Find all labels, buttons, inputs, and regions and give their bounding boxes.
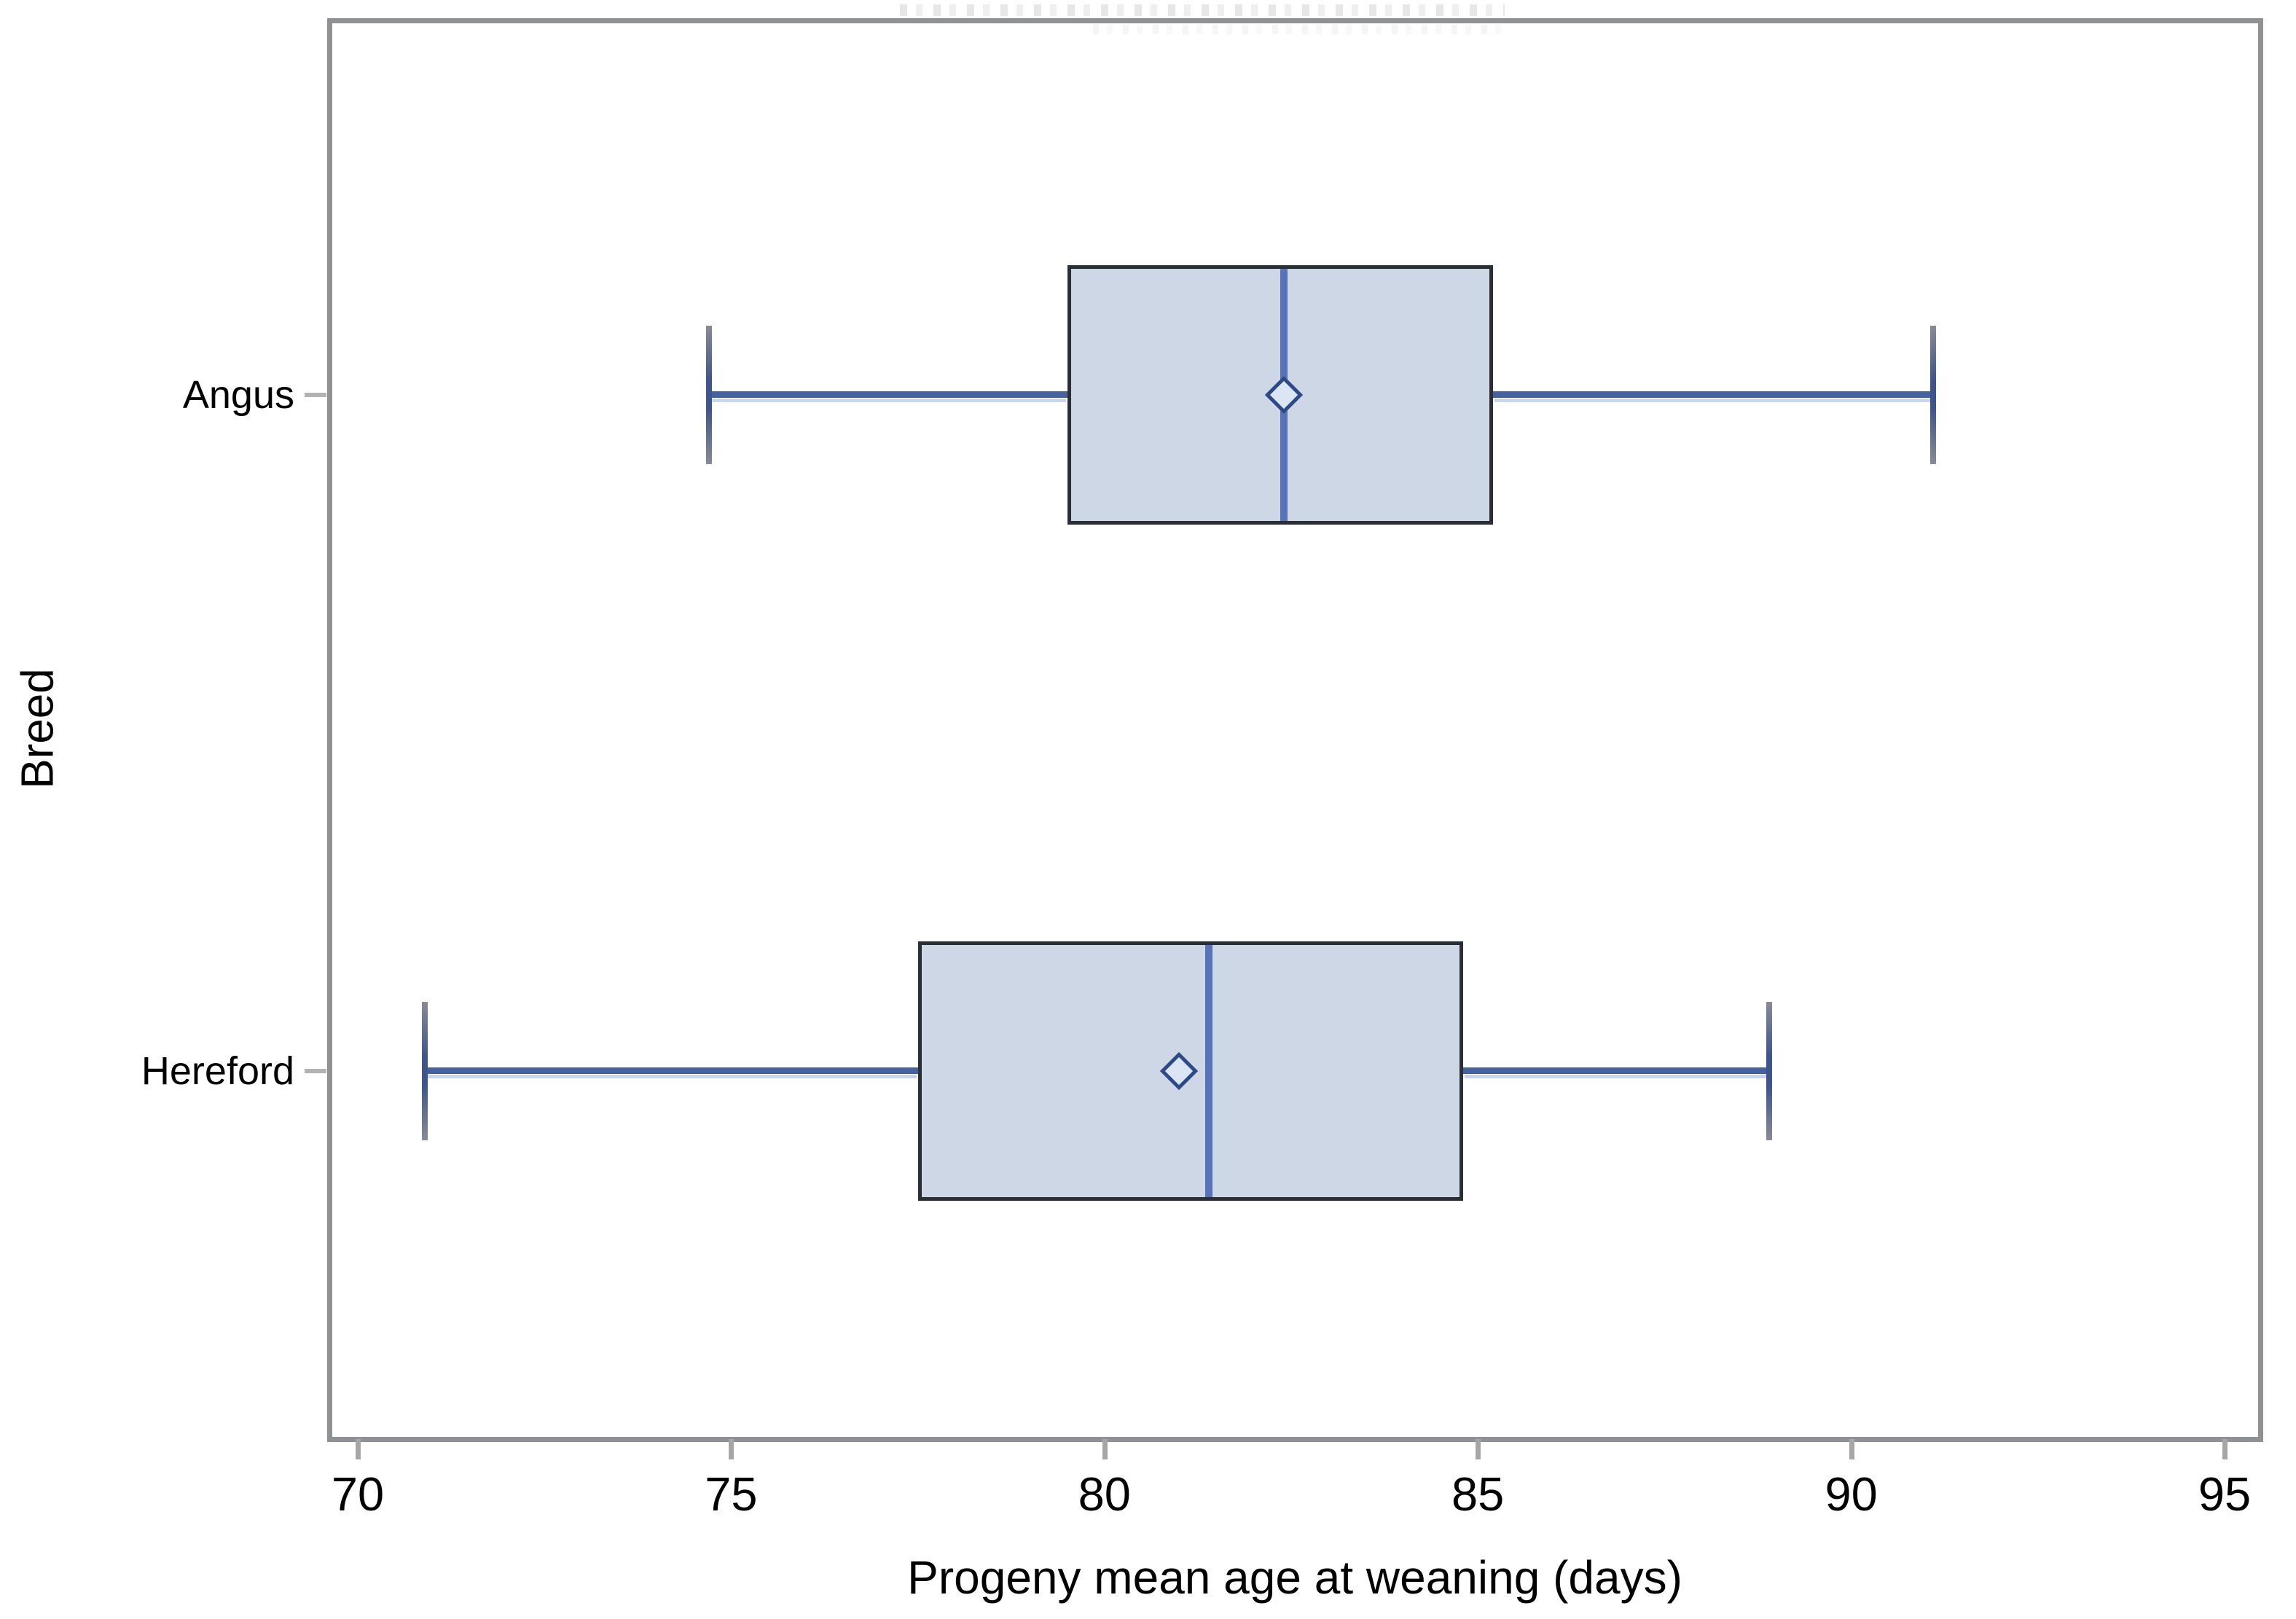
- y-category-label-angus: Angus: [182, 373, 294, 417]
- x-tick-label-70: 70: [331, 1467, 385, 1521]
- whisker-cap-max-hereford: [1766, 1002, 1772, 1140]
- x-tick-label-80: 80: [1078, 1467, 1131, 1521]
- x-axis-title: Progeny mean age at weaning (days): [907, 1551, 1682, 1604]
- x-tick-label-95: 95: [2198, 1467, 2252, 1521]
- x-tick-label-90: 90: [1825, 1467, 1878, 1521]
- x-tick-label-75: 75: [705, 1467, 758, 1521]
- clipped-title-remnant: [900, 4, 1505, 16]
- x-tick-mark-70: [356, 1439, 361, 1459]
- median-line-hereford: [1205, 945, 1213, 1197]
- y-axis-title: Breed: [12, 668, 63, 789]
- whisker-cap-min-hereford: [422, 1002, 428, 1140]
- y-tick-mark-hereford: [305, 1069, 326, 1073]
- x-tick-mark-90: [1849, 1439, 1854, 1459]
- whisker-line-upper-hereford: [1462, 1067, 1769, 1074]
- x-tick-mark-75: [729, 1439, 734, 1459]
- whisker-cap-max-angus: [1930, 326, 1937, 464]
- y-category-label-hereford: Hereford: [141, 1049, 294, 1093]
- x-tick-mark-85: [1476, 1439, 1481, 1459]
- clipped-title-remnant-inner: [1093, 25, 1501, 34]
- x-tick-mark-80: [1102, 1439, 1108, 1459]
- whisker-line-lower-hereford: [425, 1067, 918, 1074]
- whisker-line-upper-angus: [1492, 391, 1934, 398]
- whisker-line-lower-angus: [708, 391, 1067, 398]
- x-tick-label-85: 85: [1451, 1467, 1505, 1521]
- whisker-cap-min-angus: [705, 326, 712, 464]
- x-tick-mark-95: [2222, 1439, 2228, 1459]
- y-tick-mark-angus: [305, 393, 326, 397]
- plot-area: [327, 18, 2263, 1442]
